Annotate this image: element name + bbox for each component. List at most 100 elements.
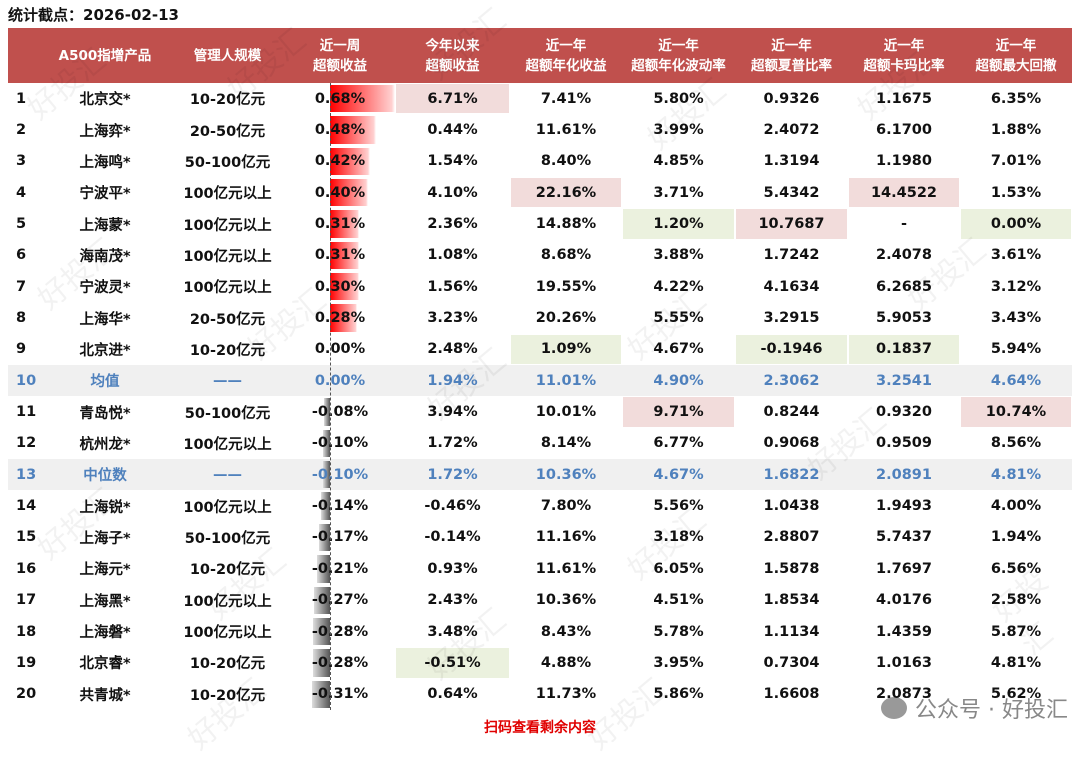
table-cell: 4.51% [622, 585, 735, 616]
cell-text: 0.31% [314, 247, 366, 264]
cell-text: 15 [16, 529, 37, 546]
cell-text: 1.0163 [876, 654, 932, 671]
cell-text: 北京睿* [79, 656, 131, 673]
column-header[interactable]: A500指增产品 [40, 28, 170, 83]
table-cell: 100亿元以上 [170, 208, 285, 239]
column-header[interactable]: 管理人规模 [170, 28, 285, 83]
cell-text: 4.67% [653, 466, 704, 483]
column-header[interactable]: 今年以来 超额收益 [395, 28, 510, 83]
cell-text: 北京交* [79, 92, 131, 109]
header-line: 超额夏普比率 [751, 57, 832, 74]
summary-row: 10 均值 —— 0.00% 1.94% 11.01% 4.90% 2.3062 3.2541 4… [8, 365, 1072, 397]
cell-text: 4.81% [990, 466, 1042, 483]
week-return-bar [313, 617, 330, 646]
highlight-bg [736, 209, 847, 239]
cell-text: 7.80% [540, 498, 592, 515]
cell-text: 0.42% [314, 153, 366, 170]
cell-text: -0.51% [424, 654, 481, 671]
cell-text: 1.56% [427, 278, 478, 295]
cell-text: 5.62% [990, 686, 1042, 703]
table-header: A500指增产品 管理人规模 近一周 超额收益 今年以来 超额收益 近一年 超额年化收益 近一年… [8, 28, 1072, 83]
table-cell: 2.4072 [735, 114, 848, 145]
header-line: 近一年 [883, 37, 925, 54]
week-return-bar [330, 179, 368, 207]
cell-text: 6.05% [653, 560, 704, 577]
table-cell: - [848, 208, 960, 239]
table-cell: 3.2915 [735, 302, 848, 333]
product-table: A500指增产品 管理人规模 近一周 超额收益 今年以来 超额收益 近一年 超额年化收益 近一年… [8, 28, 1072, 710]
table-cell: 1.1980 [848, 146, 960, 177]
table-cell: 3.61% [960, 240, 1072, 271]
table-cell: 0.8244 [735, 396, 848, 427]
highlight-bg [849, 334, 959, 365]
cell-text: 2.58% [990, 592, 1042, 609]
cell-text: 0.9320 [876, 404, 932, 421]
table-cell: 20.26% [510, 302, 622, 333]
week-return-bar [313, 649, 330, 677]
cell-text: 6 [16, 247, 27, 264]
cell-text: -0.21% [311, 560, 369, 577]
table-row: 17 上海黑* 100亿元以上 -0.27% 2.43% 10.36% 4.51% 1.853… [8, 585, 1072, 616]
cell-text: 6.2685 [876, 278, 932, 295]
table-cell: 1.20% [622, 208, 735, 239]
column-header[interactable]: 近一周 超额收益 [285, 28, 395, 83]
column-header[interactable]: 近一年 超额年化波动率 [622, 28, 735, 83]
table-cell: 8.14% [510, 428, 622, 459]
cell-text: 上海鸣* [79, 154, 131, 171]
column-header[interactable]: 近一年 超额年化收益 [510, 28, 622, 83]
table-cell: 4.81% [960, 647, 1072, 678]
cell-text: 1.0438 [763, 498, 820, 515]
week-return-bar [323, 398, 330, 426]
table-row: 19 北京睿* 10-20亿元 -0.28% -0.51% 4.88% 3.95% 0.730… [8, 647, 1072, 678]
table-cell: 9.71% [622, 396, 735, 427]
cell-text: 2.0873 [876, 686, 932, 703]
cell-text: 1.7242 [763, 247, 820, 264]
table-cell: 1 [8, 83, 40, 114]
table-cell: 6.2685 [848, 271, 960, 302]
cell-text: 2.48% [427, 341, 478, 358]
cell-text: 3.88% [653, 247, 704, 264]
cell-text: 11 [16, 404, 37, 421]
cell-text: 上海华* [79, 311, 131, 328]
column-header[interactable]: 近一年 超额卡玛比率 [848, 28, 960, 83]
cell-text: 4.1634 [763, 278, 820, 295]
table-cell: 19 [8, 647, 40, 678]
table-cell: -0.14% [395, 522, 510, 553]
table-cell: 5.55% [622, 302, 735, 333]
table-cell: 1.7697 [848, 553, 960, 584]
week-return-bar [330, 241, 360, 270]
cell-text: 100亿元以上 [183, 248, 272, 265]
table-cell: 上海蒙* [40, 208, 170, 239]
cell-text: 4.0176 [876, 592, 932, 609]
column-header[interactable] [8, 28, 40, 83]
table-cell: 上海华* [40, 302, 170, 333]
table-cell: 1.5878 [735, 553, 848, 584]
cell-text: 5.94% [990, 341, 1042, 358]
table-cell: 20 [8, 679, 40, 710]
table-cell: 8.68% [510, 240, 622, 271]
cell-text: 宁波平* [79, 186, 131, 203]
cell-text: 0.44% [427, 122, 478, 139]
table-cell: 4.0176 [848, 585, 960, 616]
header-line: 超额年化收益 [525, 57, 607, 74]
table-cell: 0.9320 [848, 396, 960, 427]
table-cell: 50-100亿元 [170, 146, 285, 177]
cell-text: 1.1675 [876, 90, 932, 107]
table-cell: 4.85% [622, 146, 735, 177]
cell-text: 3.94% [427, 404, 478, 421]
cell-text: 2.8807 [763, 529, 820, 546]
cell-text: 0.40% [314, 184, 366, 201]
cell-text: 上海子* [79, 530, 131, 547]
cell-text: 上海锐* [79, 499, 131, 516]
table-cell: 1.6822 [735, 459, 848, 491]
table-cell: 0.28% [285, 302, 395, 333]
table-cell: -0.17% [285, 522, 395, 553]
table-cell: 6 [8, 240, 40, 271]
week-return-bar [330, 116, 376, 144]
highlight-bg [849, 178, 959, 208]
cell-text: 0.48% [314, 122, 366, 139]
cell-text: 0.7304 [763, 654, 820, 671]
column-header[interactable]: 近一年 超额最大回撤 [960, 28, 1072, 83]
cell-text: 3.99% [653, 122, 704, 139]
column-header[interactable]: 近一年 超额夏普比率 [735, 28, 848, 83]
